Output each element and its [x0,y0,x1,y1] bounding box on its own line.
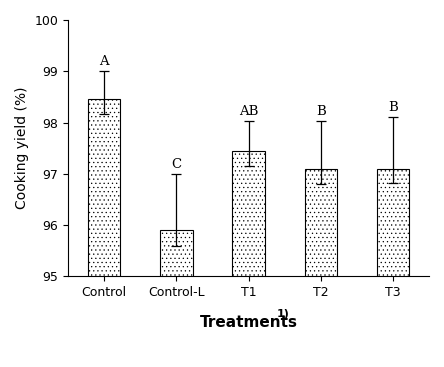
Bar [305,168,337,276]
Y-axis label: Cooking yield (%): Cooking yield (%) [15,87,29,210]
Text: Treatments: Treatments [199,315,297,330]
Bar [232,151,265,276]
Bar [160,230,193,276]
Bar [377,168,409,276]
Text: 1): 1) [277,309,289,319]
Bar [88,99,120,276]
Text: B: B [388,101,398,114]
Text: AB: AB [239,105,258,118]
Text: C: C [171,158,182,171]
Text: A: A [99,55,109,68]
Text: B: B [316,105,325,119]
